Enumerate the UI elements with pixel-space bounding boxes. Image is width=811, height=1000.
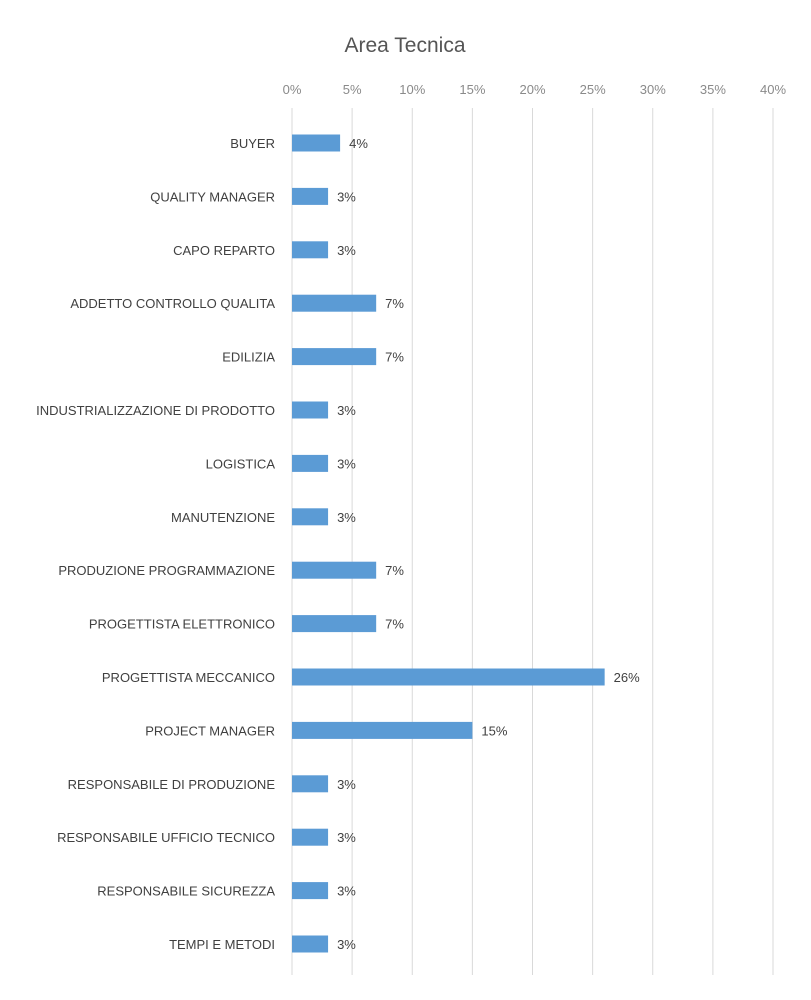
data-label: 7% bbox=[385, 350, 404, 365]
category-label: PRODUZIONE PROGRAMMAZIONE bbox=[58, 563, 275, 578]
data-label: 3% bbox=[337, 510, 356, 525]
bars bbox=[292, 134, 605, 953]
data-label: 3% bbox=[337, 189, 356, 204]
category-label: INDUSTRIALIZZAZIONE DI PRODOTTO bbox=[36, 403, 275, 418]
x-tick-label: 15% bbox=[459, 82, 485, 97]
bar bbox=[292, 561, 377, 579]
data-label: 7% bbox=[385, 563, 404, 578]
x-tick-label: 35% bbox=[700, 82, 726, 97]
category-label: EDILIZIA bbox=[222, 350, 275, 365]
gridlines bbox=[291, 108, 774, 975]
category-label: QUALITY MANAGER bbox=[150, 189, 275, 204]
bar bbox=[292, 134, 341, 152]
category-label: RESPONSABILE SICUREZZA bbox=[97, 884, 275, 899]
bar bbox=[292, 935, 329, 953]
category-label: PROJECT MANAGER bbox=[145, 723, 275, 738]
category-label: LOGISTICA bbox=[206, 456, 276, 471]
category-label: RESPONSABILE DI PRODUZIONE bbox=[68, 777, 276, 792]
category-labels: BUYER QUALITY MANAGER CAPO REPARTO ADDETTO … bbox=[36, 136, 275, 952]
bar bbox=[292, 615, 377, 633]
x-tick-label: 20% bbox=[519, 82, 545, 97]
bar bbox=[292, 721, 473, 739]
x-tick-label: 25% bbox=[580, 82, 606, 97]
x-tick-label: 0% bbox=[283, 82, 302, 97]
x-tick-label: 40% bbox=[760, 82, 786, 97]
data-label: 3% bbox=[337, 830, 356, 845]
chart-title: Area Tecnica bbox=[344, 34, 465, 57]
data-label: 15% bbox=[481, 723, 507, 738]
x-tick-label: 5% bbox=[343, 82, 362, 97]
bar bbox=[292, 401, 329, 419]
data-label: 3% bbox=[337, 937, 356, 952]
data-label: 7% bbox=[385, 617, 404, 632]
x-axis-ticks: 0% 5% 10% 15% 20% 25% 30% 35% 40% bbox=[283, 82, 787, 97]
category-label: CAPO REPARTO bbox=[173, 243, 275, 258]
category-label: ADDETTO CONTROLLO QUALITA bbox=[70, 296, 275, 311]
category-label: RESPONSABILE UFFICIO TECNICO bbox=[57, 830, 275, 845]
data-label: 3% bbox=[337, 243, 356, 258]
bar bbox=[292, 775, 329, 793]
data-label: 4% bbox=[349, 136, 368, 151]
category-label: MANUTENZIONE bbox=[171, 510, 275, 525]
data-label: 3% bbox=[337, 403, 356, 418]
bar bbox=[292, 882, 329, 900]
bar bbox=[292, 454, 329, 472]
x-tick-label: 30% bbox=[640, 82, 666, 97]
data-label: 7% bbox=[385, 296, 404, 311]
data-labels: 4% 3% 3% 7% 7% 3% 3% 3% 7% 7% 26% 15% 3% 3% 3% 3% bbox=[337, 136, 640, 952]
bar bbox=[292, 508, 329, 526]
category-label: PROGETTISTA MECCANICO bbox=[102, 670, 275, 685]
bar bbox=[292, 241, 329, 259]
bar bbox=[292, 294, 377, 312]
category-label: PROGETTISTA ELETTRONICO bbox=[89, 617, 275, 632]
bar bbox=[292, 828, 329, 846]
data-label: 3% bbox=[337, 456, 356, 471]
category-label: BUYER bbox=[230, 136, 275, 151]
data-label: 26% bbox=[614, 670, 640, 685]
data-label: 3% bbox=[337, 884, 356, 899]
x-tick-label: 10% bbox=[399, 82, 425, 97]
bar bbox=[292, 348, 377, 366]
bar bbox=[292, 668, 605, 686]
bar bbox=[292, 187, 329, 205]
category-label: TEMPI E METODI bbox=[169, 937, 275, 952]
data-label: 3% bbox=[337, 777, 356, 792]
